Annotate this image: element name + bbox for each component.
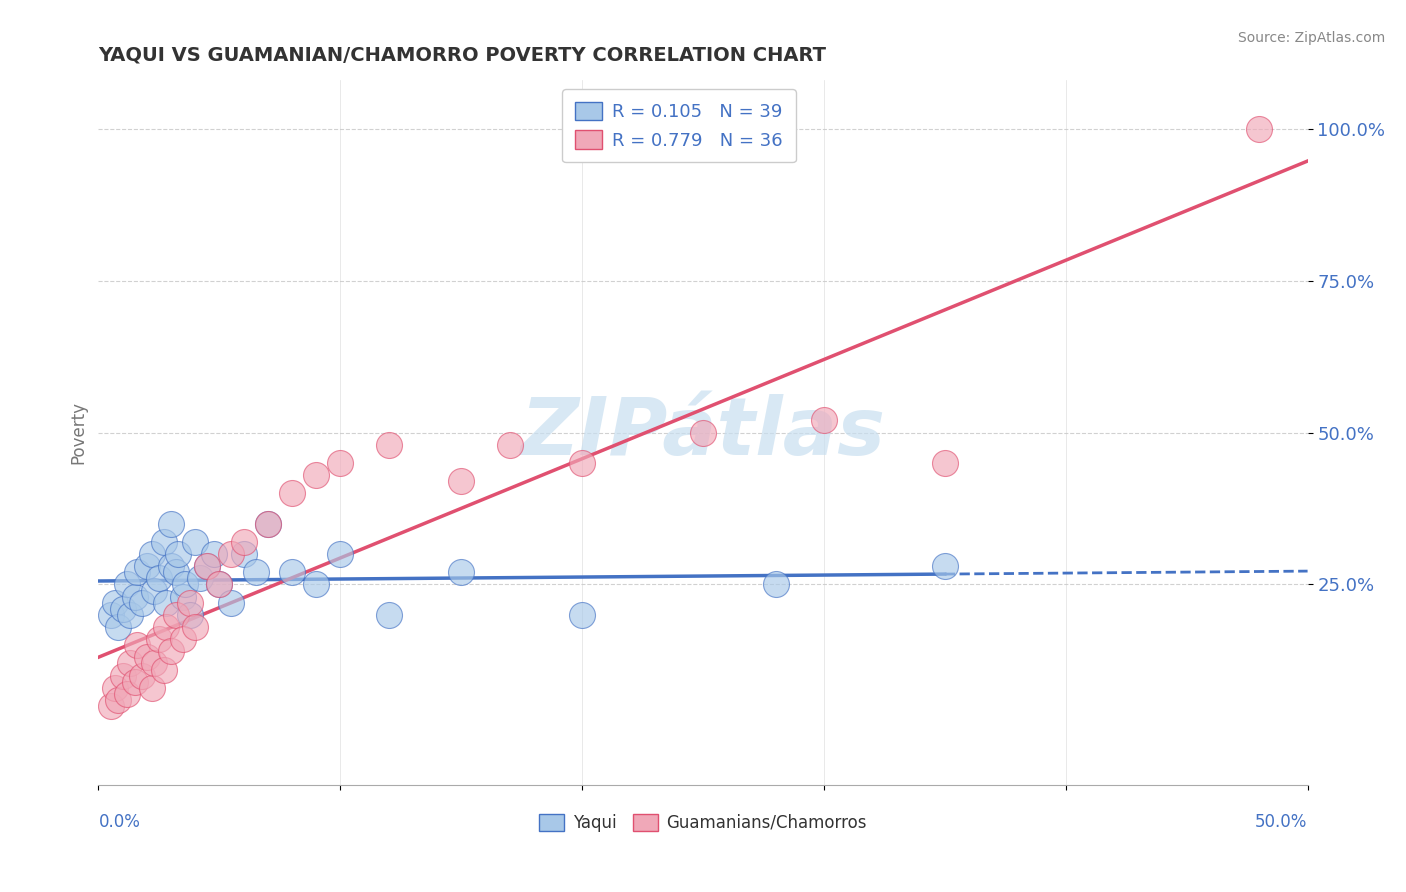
Point xyxy=(135,650,157,665)
Point xyxy=(174,577,197,591)
Point xyxy=(160,559,183,574)
Point xyxy=(377,438,399,452)
Point xyxy=(124,590,146,604)
Point xyxy=(143,657,166,671)
Point xyxy=(195,559,218,574)
Point xyxy=(934,456,956,470)
Point xyxy=(104,596,127,610)
Point xyxy=(179,596,201,610)
Point xyxy=(143,583,166,598)
Point xyxy=(141,547,163,561)
Text: 50.0%: 50.0% xyxy=(1256,814,1308,831)
Point xyxy=(188,571,211,585)
Point xyxy=(118,607,141,622)
Point xyxy=(571,607,593,622)
Point xyxy=(148,632,170,647)
Y-axis label: Poverty: Poverty xyxy=(69,401,87,464)
Point xyxy=(204,547,226,561)
Point xyxy=(208,577,231,591)
Point xyxy=(305,577,328,591)
Point xyxy=(167,547,190,561)
Point xyxy=(111,668,134,682)
Point xyxy=(281,566,304,580)
Point xyxy=(124,674,146,689)
Point xyxy=(498,438,520,452)
Point xyxy=(155,596,177,610)
Point xyxy=(281,486,304,500)
Point xyxy=(245,566,267,580)
Point xyxy=(765,577,787,591)
Point xyxy=(118,657,141,671)
Point xyxy=(100,698,122,713)
Point xyxy=(131,596,153,610)
Point xyxy=(692,425,714,440)
Point xyxy=(104,681,127,695)
Point xyxy=(813,413,835,427)
Point xyxy=(117,577,139,591)
Text: ZIPátlas: ZIPátlas xyxy=(520,393,886,472)
Point xyxy=(135,559,157,574)
Point xyxy=(160,516,183,531)
Point xyxy=(107,693,129,707)
Point xyxy=(148,571,170,585)
Point xyxy=(165,607,187,622)
Point xyxy=(127,638,149,652)
Point xyxy=(329,456,352,470)
Point xyxy=(141,681,163,695)
Point xyxy=(256,516,278,531)
Point xyxy=(208,577,231,591)
Point xyxy=(117,687,139,701)
Point xyxy=(256,516,278,531)
Point xyxy=(152,663,174,677)
Point xyxy=(329,547,352,561)
Point xyxy=(131,668,153,682)
Point xyxy=(111,602,134,616)
Point xyxy=(377,607,399,622)
Point xyxy=(232,535,254,549)
Point xyxy=(152,535,174,549)
Text: YAQUI VS GUAMANIAN/CHAMORRO POVERTY CORRELATION CHART: YAQUI VS GUAMANIAN/CHAMORRO POVERTY CORR… xyxy=(98,45,827,65)
Point xyxy=(172,632,194,647)
Text: Source: ZipAtlas.com: Source: ZipAtlas.com xyxy=(1237,31,1385,45)
Point xyxy=(450,474,472,488)
Point xyxy=(571,456,593,470)
Legend: Yaqui, Guamanians/Chamorros: Yaqui, Guamanians/Chamorros xyxy=(531,805,875,840)
Point xyxy=(160,644,183,658)
Point xyxy=(195,559,218,574)
Point xyxy=(450,566,472,580)
Point xyxy=(1249,121,1271,136)
Point xyxy=(127,566,149,580)
Text: 0.0%: 0.0% xyxy=(98,814,141,831)
Point xyxy=(232,547,254,561)
Point xyxy=(934,559,956,574)
Point xyxy=(305,468,328,483)
Point xyxy=(179,607,201,622)
Point xyxy=(184,535,207,549)
Point xyxy=(107,620,129,634)
Point xyxy=(165,566,187,580)
Point xyxy=(221,547,243,561)
Point xyxy=(184,620,207,634)
Point xyxy=(221,596,243,610)
Point xyxy=(100,607,122,622)
Point xyxy=(172,590,194,604)
Point xyxy=(155,620,177,634)
